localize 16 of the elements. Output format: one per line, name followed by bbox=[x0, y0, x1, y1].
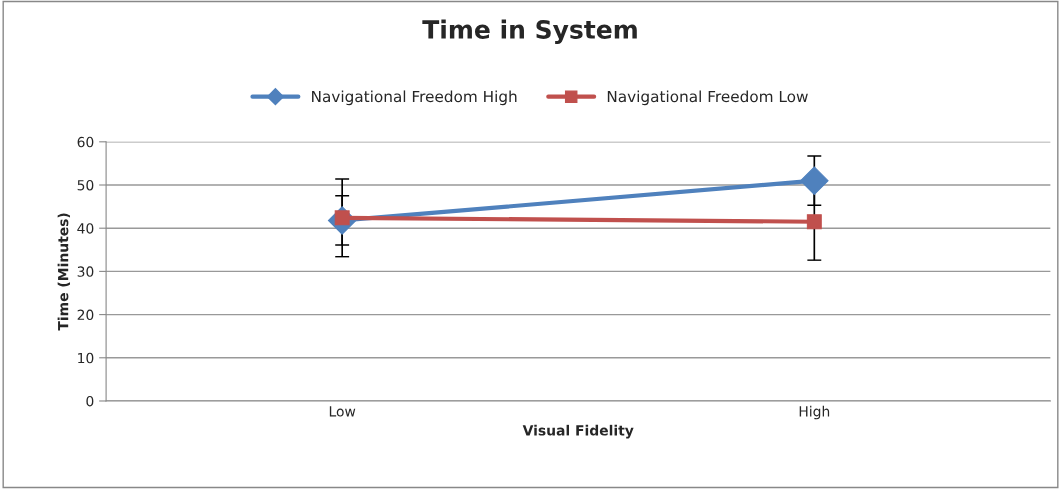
y-tick-label: 50 bbox=[77, 179, 94, 191]
legend-label: Navigational Freedom High bbox=[312, 90, 517, 106]
y-axis-title: Time (Minutes) bbox=[57, 213, 71, 331]
y-tick-label: 10 bbox=[78, 352, 94, 364]
y-tick-label: 30 bbox=[77, 266, 94, 277]
chart-title: Time in System bbox=[422, 19, 637, 44]
point bbox=[806, 214, 822, 230]
x-tick-label: High bbox=[799, 405, 830, 420]
x-axis-title: Visual Fidelity bbox=[522, 424, 634, 439]
y-tick-label: 20 bbox=[77, 309, 94, 321]
y-tick-label: 0 bbox=[86, 395, 94, 407]
point bbox=[800, 166, 829, 195]
legend-label: Navigational Freedom Low bbox=[607, 90, 808, 106]
x-tick-label: Low bbox=[329, 406, 356, 417]
y-tick-label: 40 bbox=[77, 223, 94, 234]
y-tick-label: 60 bbox=[77, 136, 94, 148]
